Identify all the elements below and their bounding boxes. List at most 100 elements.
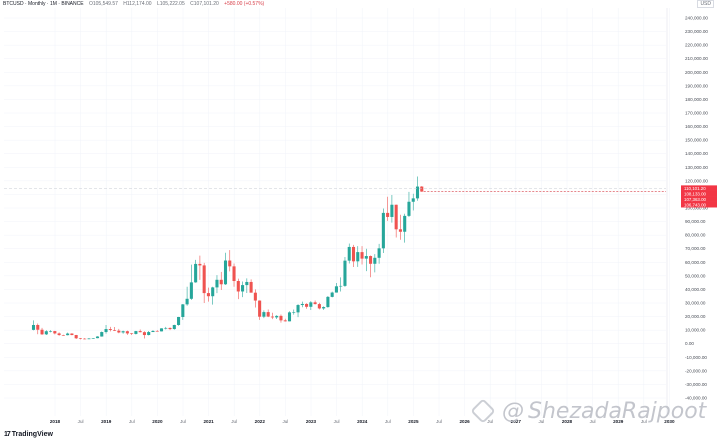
symbol-label[interactable]: BTCUSD · Monthly · 1M · BINANCE (3, 1, 84, 7)
candle-body (415, 186, 420, 199)
candle-body (275, 315, 279, 318)
candle-body (215, 279, 219, 288)
x-tick-label: 2019 (101, 419, 112, 424)
x-tick-label: Jul (538, 419, 544, 424)
candle-body (313, 302, 317, 305)
candle-body (347, 246, 351, 261)
y-tick-label: -40,000.00 (685, 396, 707, 401)
candle-body (31, 324, 36, 330)
x-tick-label: 2028 (562, 419, 573, 424)
candle-body (125, 331, 129, 334)
at-icon: @ (502, 398, 524, 424)
y-tick-label: 180,000.00 (685, 97, 708, 102)
y-tick-label: 40,000.00 (685, 287, 706, 292)
candle-body (266, 312, 270, 317)
candle-body (78, 338, 82, 339)
candle-body (300, 303, 304, 306)
candle-body (185, 298, 189, 305)
candle-body (155, 330, 159, 332)
candle-body (211, 287, 215, 297)
candle-body (253, 292, 257, 301)
candle-body (394, 204, 398, 230)
y-tick-label: 190,000.00 (685, 83, 708, 88)
x-tick-label: 2018 (50, 419, 61, 424)
candle-body (104, 329, 108, 333)
candle-body (407, 201, 411, 216)
ohlc-high: H112,174.00 (123, 1, 152, 7)
y-tick-label: 100,000.00 (685, 206, 708, 211)
candle-body (57, 333, 61, 336)
x-tick-label: Jul (282, 419, 288, 424)
y-tick-label: 30,000.00 (685, 301, 706, 306)
price-label-box (681, 196, 717, 202)
candle-body (322, 307, 326, 309)
candle-body (206, 293, 210, 297)
x-tick-label: Jul (78, 419, 84, 424)
price-label-text: 106,743.00 (684, 202, 707, 207)
y-tick-label: 140,000.00 (685, 151, 708, 156)
x-tick-label: Jul (385, 419, 391, 424)
candle-body (360, 252, 364, 259)
x-tick-label: 2026 (459, 419, 470, 424)
candle-body (420, 186, 424, 192)
candle-body (228, 260, 232, 267)
ohlc-close: C107,101.20 (190, 1, 219, 7)
candle-body (403, 215, 407, 232)
candle-body (330, 292, 334, 297)
candle-body (326, 296, 330, 308)
x-tick-label: Jul (180, 419, 186, 424)
candle-body (287, 312, 292, 322)
candle-body (95, 336, 100, 339)
candle-body (44, 331, 48, 335)
candle-body (317, 304, 321, 309)
candle-body (334, 286, 338, 293)
y-tick-label: -20,000.00 (685, 368, 707, 373)
y-tick-label: -10,000.00 (685, 355, 707, 360)
candle-body (198, 263, 202, 266)
candle-body (181, 304, 185, 317)
y-tick-label: 120,000.00 (685, 178, 708, 183)
candle-body (117, 330, 121, 333)
camera-icon (470, 398, 496, 424)
candle-body (279, 315, 283, 321)
price-label-text: 108,133.00 (684, 191, 707, 196)
candle-body (121, 331, 125, 333)
candle-body (134, 331, 138, 334)
candle-body (381, 212, 385, 249)
x-tick-label: 2025 (408, 419, 419, 424)
candle-body (241, 285, 245, 292)
x-tick-label: 2021 (203, 419, 214, 424)
candle-body (386, 212, 390, 217)
chart-legend-header: BTCUSD · Monthly · 1M · BINANCE O105,549… (0, 0, 683, 8)
y-tick-label: 210,000.00 (685, 56, 708, 61)
tradingview-logo-text: TradingView (11, 430, 53, 438)
candle-body (258, 300, 262, 317)
price-label-text: 107,363.00 (684, 197, 707, 202)
candle-body (377, 248, 381, 258)
y-tick-label: 20,000.00 (685, 314, 706, 319)
price-label-box (681, 190, 717, 197)
candle-body (373, 257, 377, 264)
x-tick-label: Jul (487, 419, 493, 424)
y-tick-label: 80,000.00 (685, 233, 706, 238)
candle-body (40, 329, 44, 335)
candle-body (351, 246, 356, 262)
candle-body (74, 335, 78, 339)
x-tick-label: 2027 (511, 419, 522, 424)
watermark-text: ShezadaRajpoot (528, 398, 707, 424)
ohlc-low: L105,222.05 (156, 1, 185, 7)
x-tick-label: Jul (436, 419, 442, 424)
ohlc-open: O105,549.57 (88, 1, 118, 7)
candle-body (232, 266, 236, 282)
candle-body (91, 338, 95, 339)
candle-body (87, 338, 91, 340)
candle-body (411, 198, 415, 202)
tradingview-logo[interactable]: 17 TradingView (4, 429, 53, 439)
price-label-box (681, 185, 717, 191)
candle-body (36, 324, 40, 330)
currency-button[interactable]: USD (697, 0, 714, 8)
candle-body (177, 316, 181, 325)
y-tick-label: 220,000.00 (685, 43, 708, 48)
y-tick-label: 150,000.00 (685, 138, 708, 143)
